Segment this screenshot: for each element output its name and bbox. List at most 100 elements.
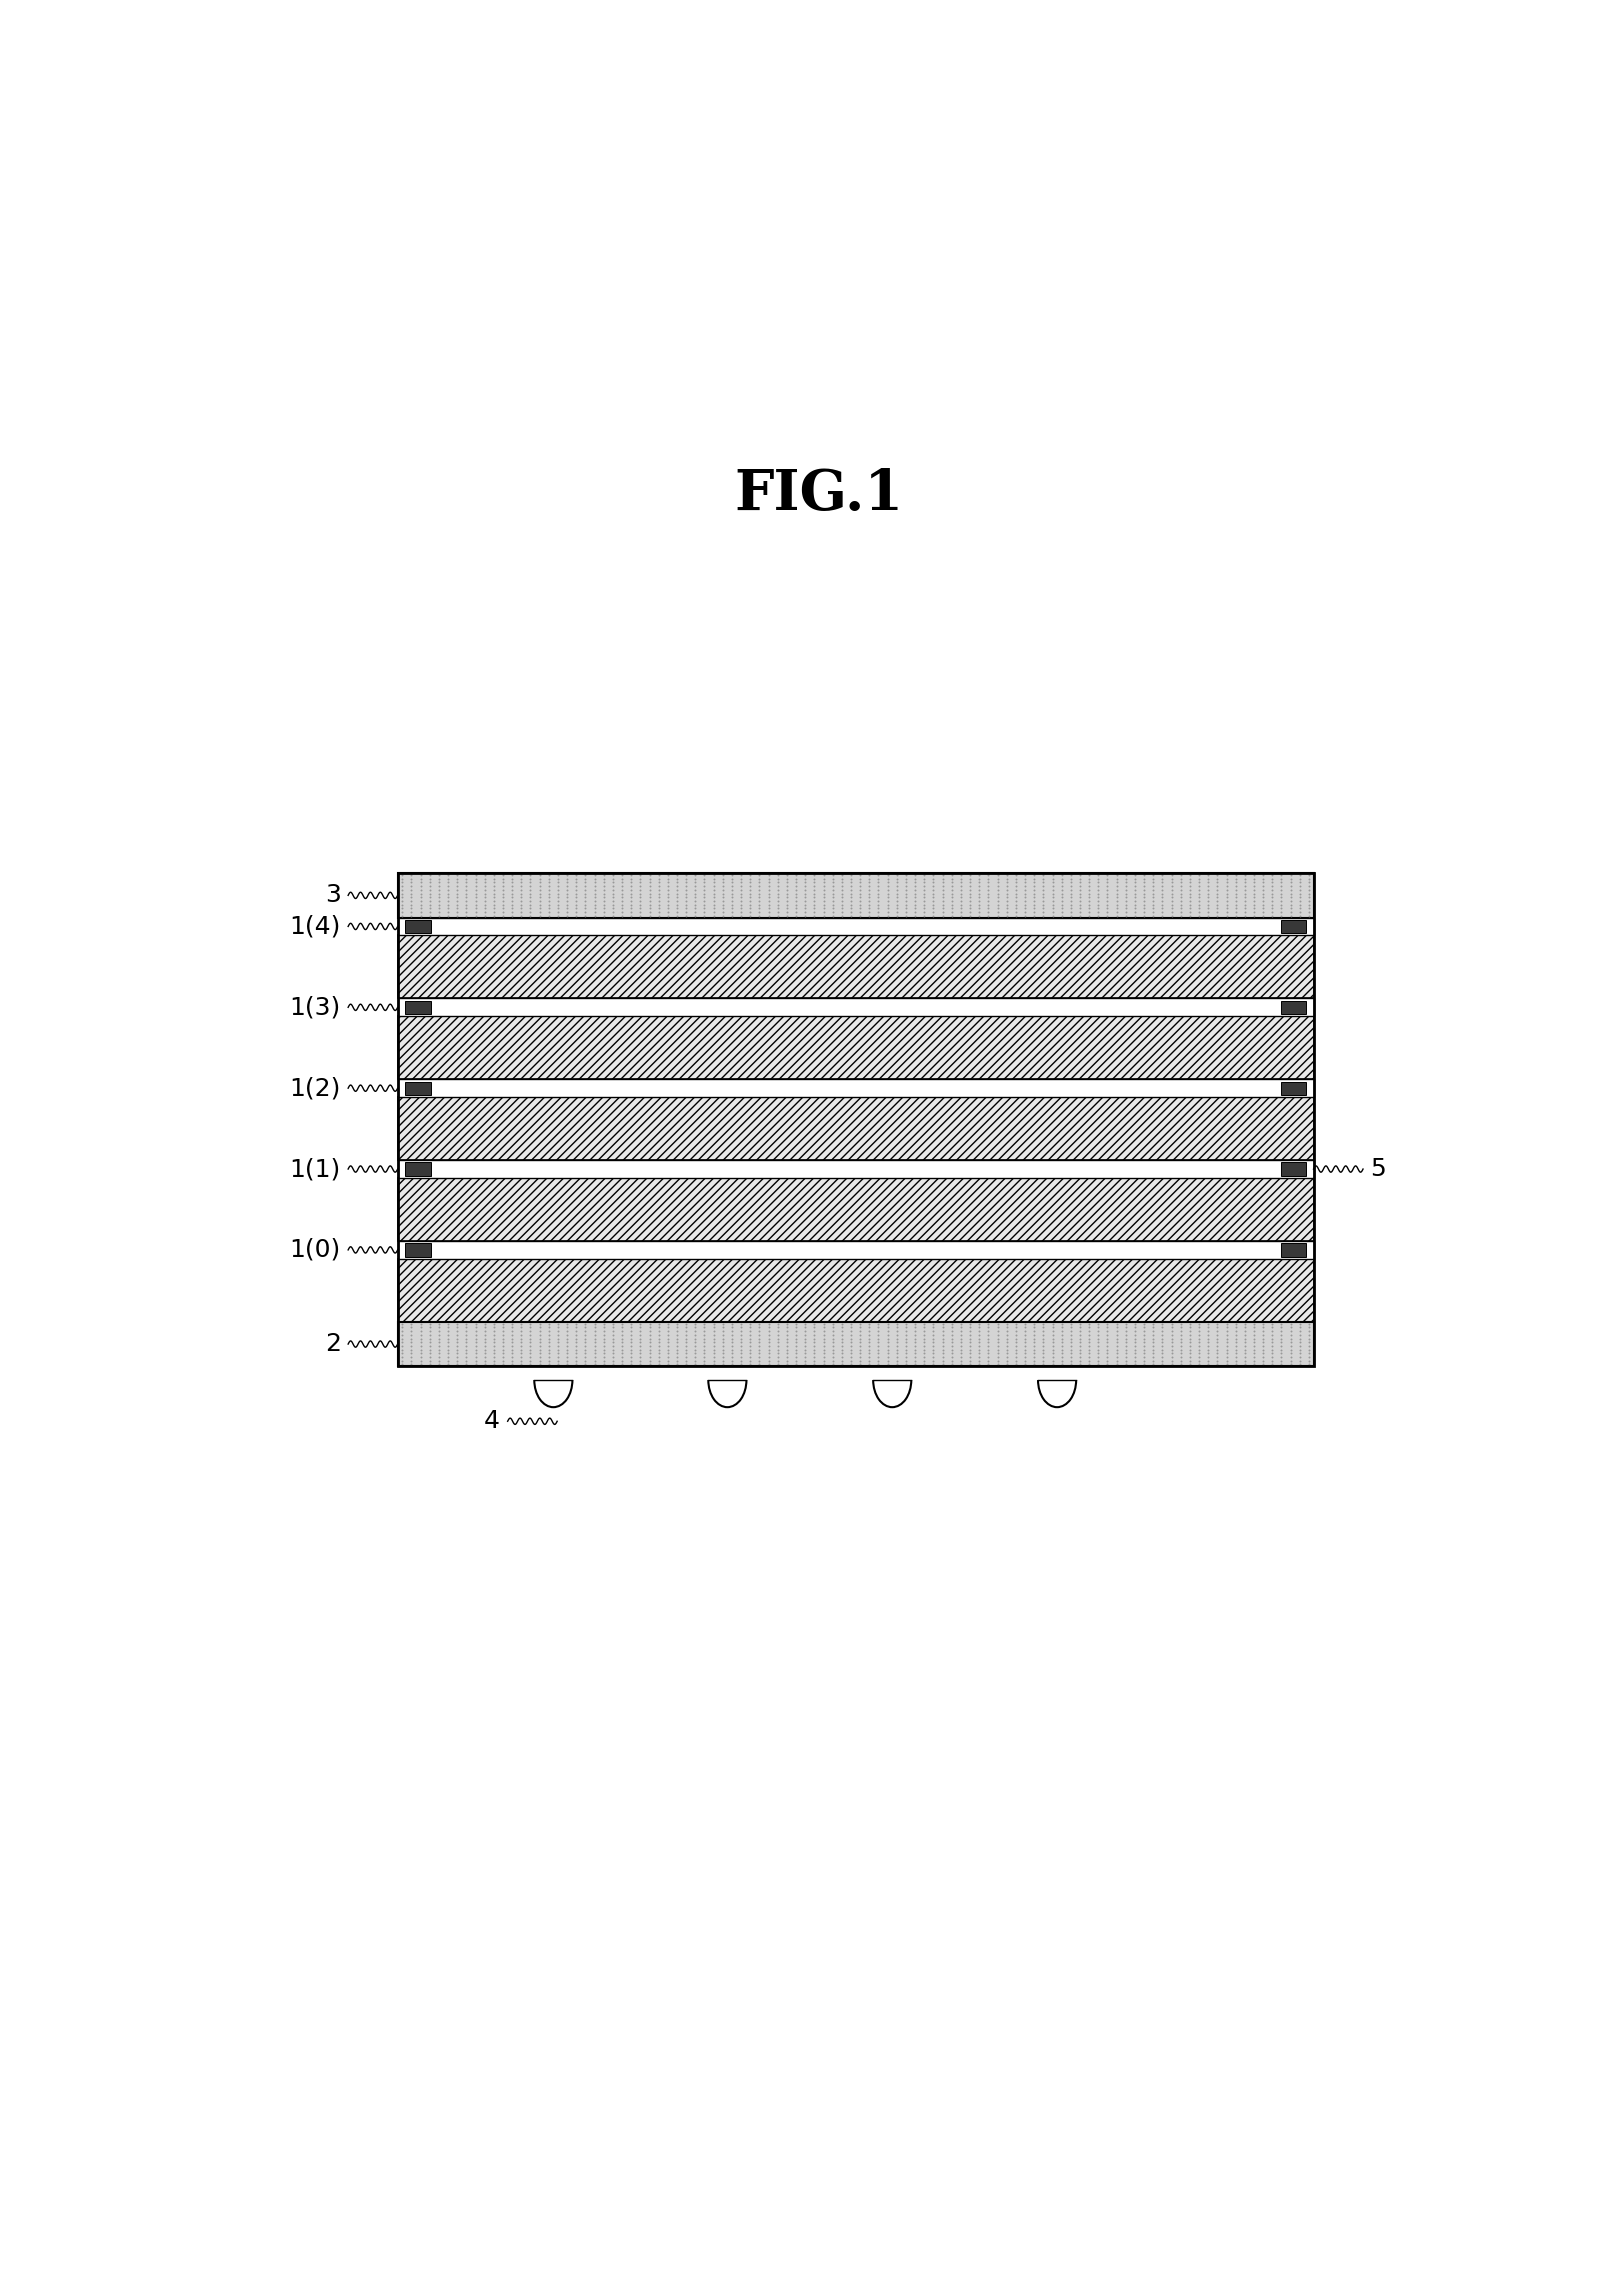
Point xyxy=(912,1336,937,1372)
Point xyxy=(664,1347,690,1384)
Point xyxy=(775,1329,800,1365)
Point xyxy=(866,860,891,897)
Point xyxy=(1131,1308,1156,1345)
Point xyxy=(1022,1306,1048,1342)
Point xyxy=(966,1324,992,1361)
Point xyxy=(1003,1331,1028,1368)
Point xyxy=(885,1324,910,1361)
Point xyxy=(829,871,854,908)
Point xyxy=(1250,1336,1276,1372)
Point xyxy=(1040,897,1065,933)
Point xyxy=(554,1313,580,1349)
Point xyxy=(701,860,727,897)
Point xyxy=(581,878,607,915)
Point xyxy=(1012,1338,1038,1374)
Point xyxy=(664,878,690,915)
Point xyxy=(1067,1338,1092,1374)
Point xyxy=(436,1336,462,1372)
Point xyxy=(1196,1320,1222,1356)
Point xyxy=(1177,860,1203,897)
Point xyxy=(875,867,901,903)
Point xyxy=(573,894,599,931)
Point xyxy=(399,878,425,915)
Point xyxy=(573,1338,599,1374)
Point xyxy=(993,1306,1019,1342)
Point xyxy=(765,867,791,903)
Point xyxy=(811,1336,837,1372)
Point xyxy=(628,1313,653,1349)
Point xyxy=(1268,858,1294,894)
Point xyxy=(490,871,516,908)
Point xyxy=(1022,1342,1048,1379)
Point xyxy=(819,1329,845,1365)
Point xyxy=(1287,1342,1313,1379)
Point xyxy=(500,897,525,933)
Point xyxy=(1297,1317,1322,1354)
Point xyxy=(554,878,580,915)
Point xyxy=(966,1320,992,1356)
Text: 1(2): 1(2) xyxy=(289,1077,340,1100)
Point xyxy=(701,878,727,915)
Point xyxy=(545,1331,570,1368)
Point xyxy=(682,1324,707,1361)
Point xyxy=(645,1320,671,1356)
Point xyxy=(949,883,974,919)
Point xyxy=(1059,1313,1084,1349)
Point xyxy=(1030,887,1056,924)
Point xyxy=(1268,894,1294,931)
Point xyxy=(985,894,1011,931)
Point xyxy=(1196,858,1222,894)
Point xyxy=(500,871,525,908)
Point xyxy=(1104,883,1129,919)
Point xyxy=(645,864,671,901)
Point xyxy=(674,858,699,894)
Point xyxy=(719,878,744,915)
Point xyxy=(664,894,690,931)
Point xyxy=(829,887,854,924)
Point xyxy=(517,1320,543,1356)
Point xyxy=(508,897,533,933)
Point xyxy=(591,1331,616,1368)
Point xyxy=(610,864,636,901)
Point xyxy=(471,1324,497,1361)
Point xyxy=(1177,1331,1203,1368)
Point xyxy=(527,876,553,913)
Point xyxy=(1076,1342,1102,1379)
Point xyxy=(500,883,525,919)
Point xyxy=(527,860,553,897)
Point xyxy=(1012,867,1038,903)
Point xyxy=(902,1324,928,1361)
Point xyxy=(1059,1331,1084,1368)
Point xyxy=(966,887,992,924)
Point xyxy=(1177,890,1203,926)
Point xyxy=(417,858,442,894)
Point xyxy=(1030,858,1056,894)
Point xyxy=(610,887,636,924)
Point xyxy=(1214,1313,1239,1349)
Point xyxy=(600,1306,626,1342)
Point xyxy=(417,1338,442,1374)
Point xyxy=(949,867,974,903)
Point xyxy=(875,1338,901,1374)
Point xyxy=(1159,1306,1185,1342)
Point xyxy=(454,890,479,926)
Point xyxy=(1086,883,1112,919)
Point xyxy=(1131,890,1156,926)
Point xyxy=(426,1338,452,1374)
Point xyxy=(711,878,736,915)
Point xyxy=(1167,876,1193,913)
Point xyxy=(1049,1347,1075,1384)
Point xyxy=(902,867,928,903)
Point xyxy=(417,1331,442,1368)
Point xyxy=(417,1342,442,1379)
Point xyxy=(399,1329,425,1365)
Point xyxy=(1123,1317,1148,1354)
Point xyxy=(856,876,882,913)
Point xyxy=(1260,1338,1286,1374)
Point xyxy=(738,876,763,913)
Point xyxy=(554,1336,580,1372)
Point xyxy=(1278,1338,1303,1374)
Point xyxy=(417,867,442,903)
Point xyxy=(976,871,1001,908)
Point xyxy=(463,1313,489,1349)
